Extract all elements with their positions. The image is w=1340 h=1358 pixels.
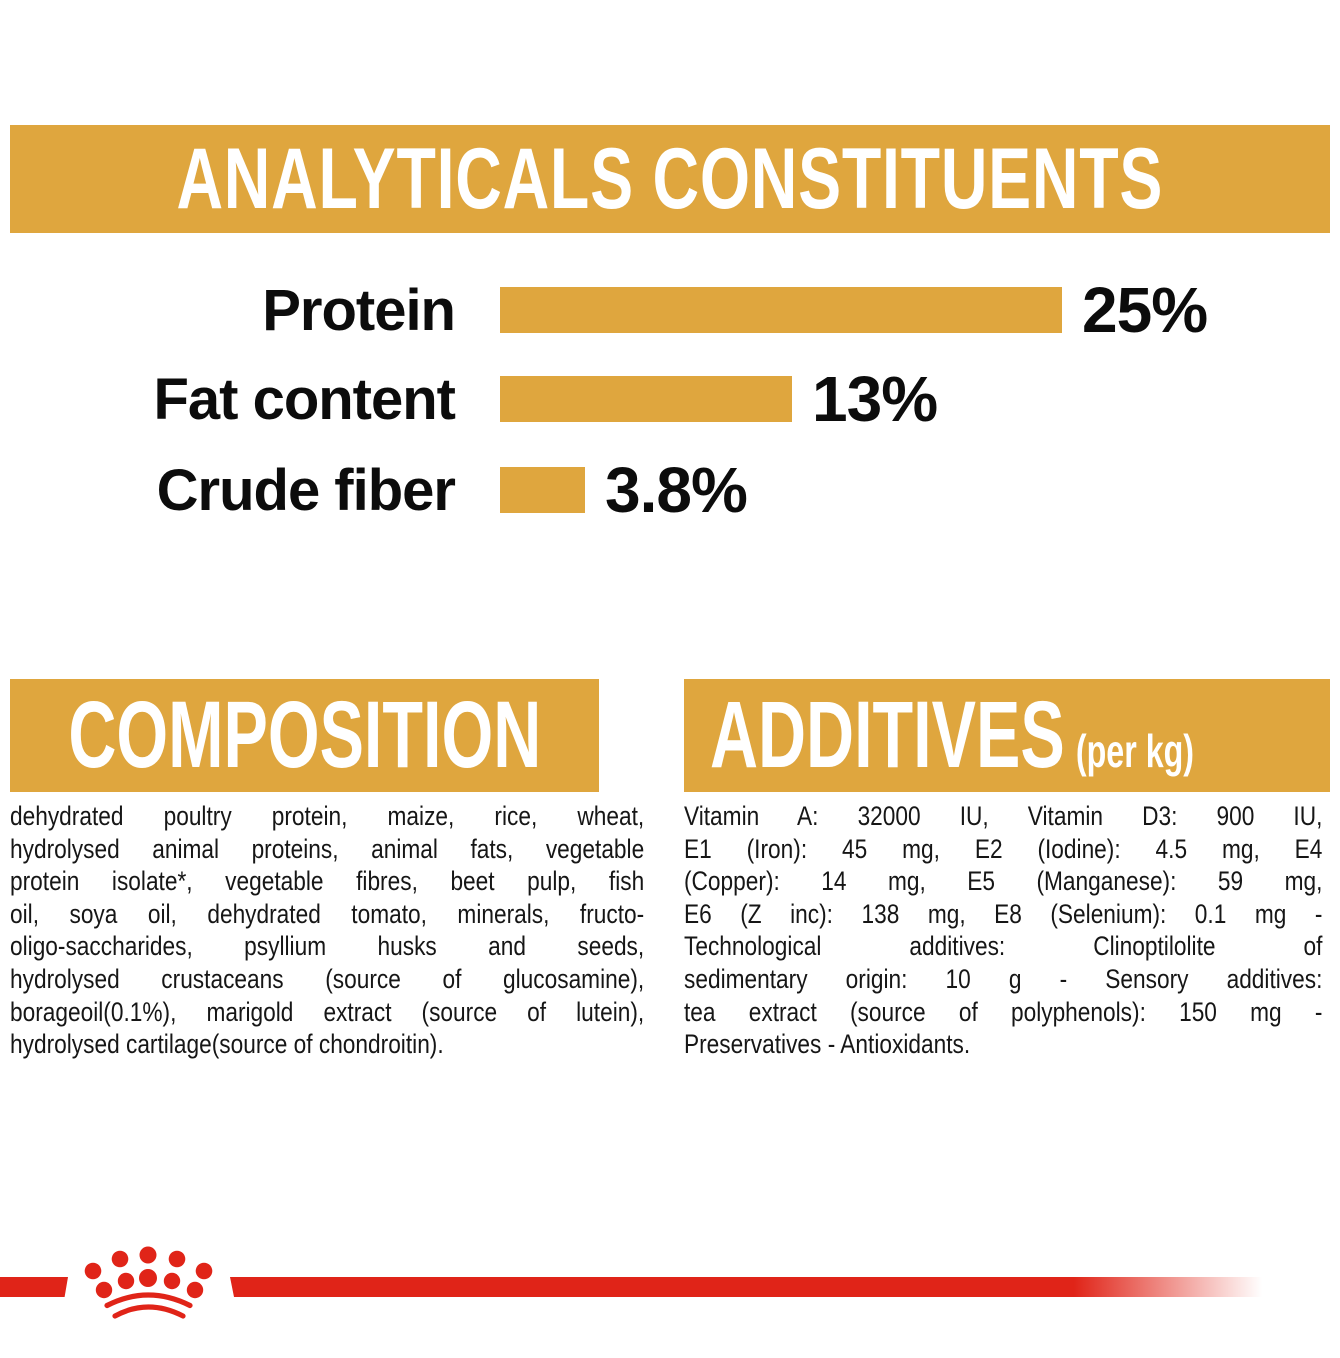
text-line: tea extract (source of polyphenols): 150… [684,996,1323,1027]
text-line: oligo-saccharides, psyllium husks and se… [10,931,645,962]
text-line: dehydrated poultry protein, maize, rice,… [10,801,645,831]
text-line: E6 (Z inc): 138 mg, E8 (Selenium): 0.1 m… [684,898,1323,929]
additives-details-text: Vitamin A: 32000 IU, Vitamin D3: 900 IU,… [684,800,1322,1061]
chart-value-label: 25% [1082,274,1208,346]
text-line: hydrolysed crustaceans (source of glucos… [10,963,645,994]
text-line: oil, soya oil, dehydrated tomato, minera… [10,898,645,929]
chart-category-label: Fat content [153,366,456,432]
additives-title: ADDITIVES [710,682,1065,788]
chart-row-fat-content: Fat content 13% [0,353,1340,445]
text-line: protein isolate*, vegetable fibres, beet… [10,866,645,897]
analyticals-title: ANALYTICALS CONSTITUENTS [176,130,1164,227]
text-line: hydrolysed animal proteins, animal fats,… [10,833,645,864]
analyticals-header-banner: ANALYTICALS CONSTITUENTS [10,125,1330,233]
chart-value-label: 3.8% [605,454,748,526]
text-line: borageoil(0.1%), marigold extract (sourc… [10,996,645,1027]
crown-dots [84,1246,213,1299]
chart-row-crude-fiber: Crude fiber 3.8% [0,444,1340,536]
composition-ingredients-text: dehydrated poultry protein, maize, rice,… [10,800,644,1061]
composition-title: COMPOSITION [68,682,541,788]
text-line: E1 (Iron): 45 mg, E2 (Iodine): 4.5 mg, E… [684,833,1323,864]
additives-title-suffix: (per kg) [1075,725,1194,777]
text-line: sedimentary origin: 10 g - Sensory addit… [684,963,1323,994]
chart-value-label: 13% [812,363,938,435]
text-line: (Copper): 14 mg, E5 (Manganese): 59 mg, [684,866,1323,897]
composition-header-banner: COMPOSITION [10,679,599,792]
additives-header-banner: ADDITIVES (per kg) [684,679,1330,792]
text-line: Preservatives - Antioxidants. [684,1029,971,1060]
chart-bar [500,376,792,422]
text-line: Vitamin A: 32000 IU, Vitamin D3: 900 IU, [684,801,1323,831]
analyticals-bar-chart: Protein 25% Fat content 13% Crude fiber 3.8% [0,0,1340,560]
chart-category-label: Crude fiber [156,457,456,523]
chart-bar [500,287,1062,333]
text-line: Technological additives: Clinoptilolite … [684,931,1323,962]
chart-row-protein: Protein 25% [0,264,1340,356]
royal-canin-crown-logo [84,1246,213,1319]
footer-red-rule-right [230,1277,1340,1297]
footer-red-rule-left [0,1277,68,1297]
chart-bar [500,467,585,513]
text-line: hydrolysed cartilage(source of chondroit… [10,1029,444,1060]
crown-base-arcs [104,1292,193,1319]
chart-category-label: Protein [262,277,456,343]
additives-title-group: ADDITIVES (per kg) [710,681,1194,790]
